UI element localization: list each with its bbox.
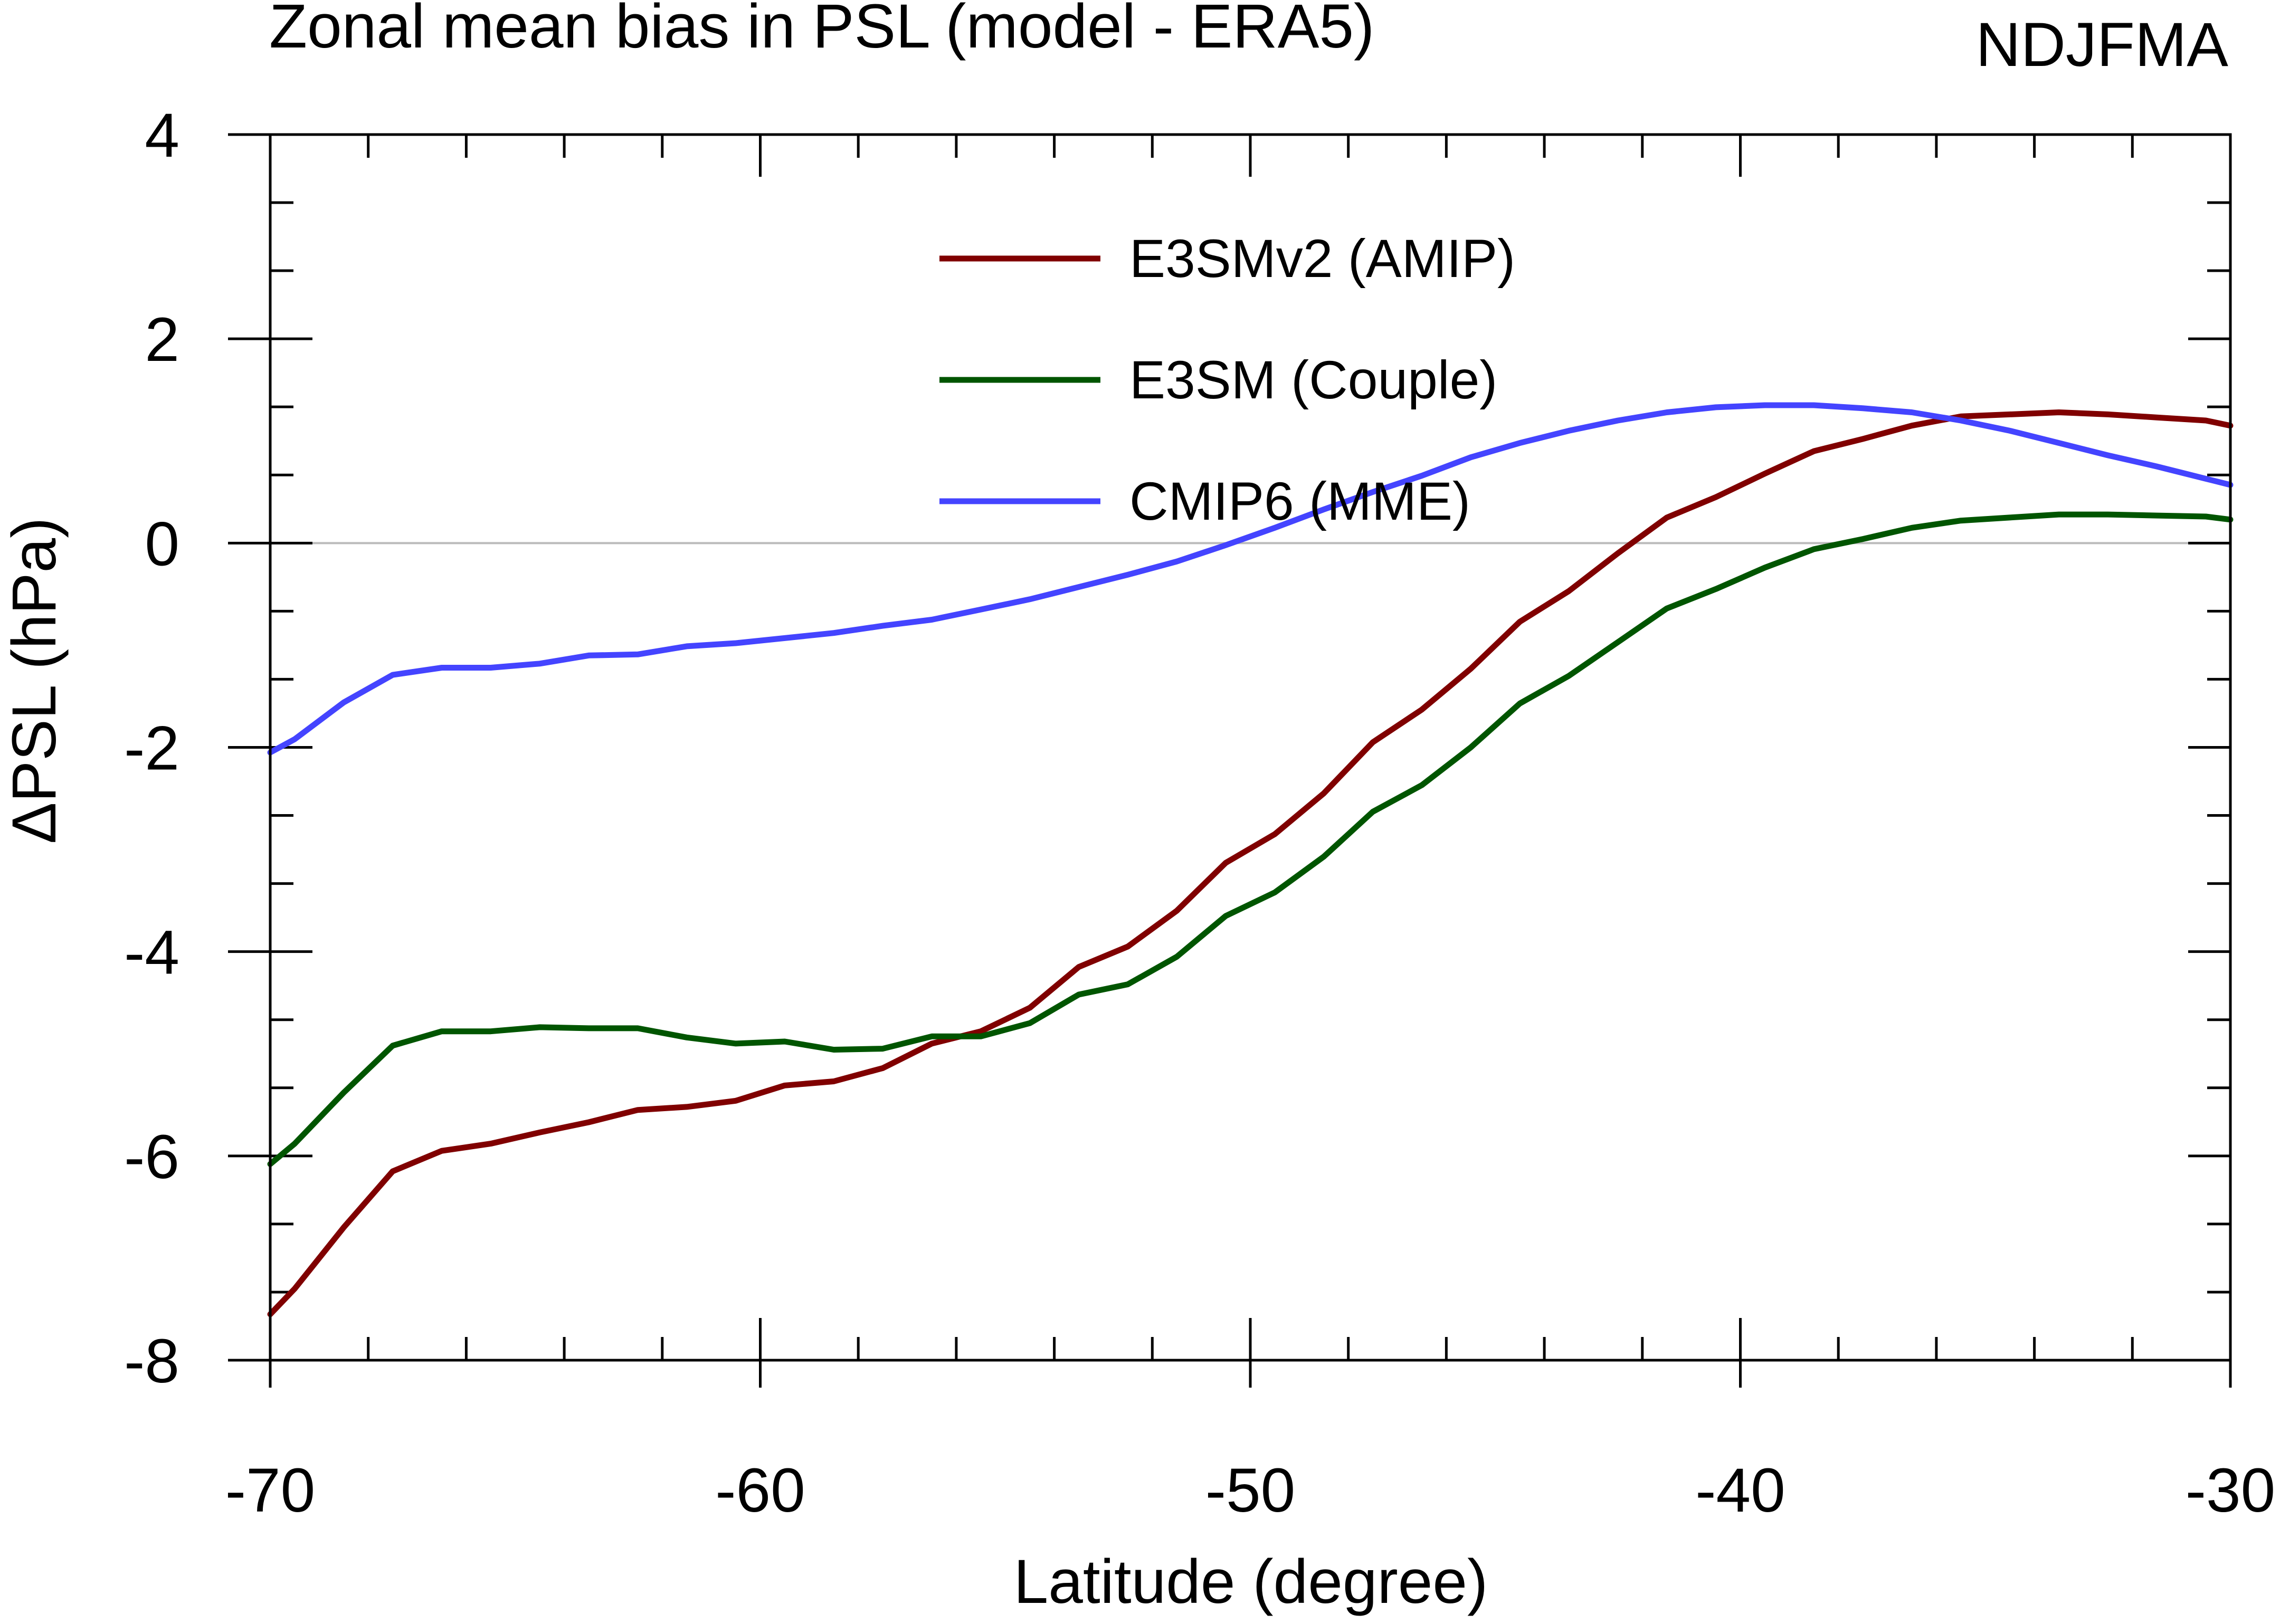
x-tick-label: -70 <box>225 1456 316 1525</box>
series-line-cmip6-mme <box>267 402 2234 756</box>
minor-ticks <box>270 135 2230 1360</box>
y-tick-label: -2 <box>124 714 179 784</box>
x-tick-label: -50 <box>1205 1456 1296 1525</box>
y-tick-label: -8 <box>124 1326 179 1396</box>
x-tick-label: -30 <box>2186 1456 2276 1525</box>
chart-title: Zonal mean bias in PSL (model - ERA5) <box>269 0 1374 61</box>
major-ticks <box>228 133 2232 1388</box>
legend-label: E3SMv2 (AMIP) <box>1129 228 1515 289</box>
series-lines <box>267 402 2234 1317</box>
x-tick-labels: -70 -60 -50 -40 -30 <box>225 1456 2276 1525</box>
y-tick-label: -6 <box>124 1122 179 1192</box>
y-tick-label: 4 <box>145 101 179 170</box>
x-tick-label: -60 <box>715 1456 805 1525</box>
plot-area <box>228 133 2234 1388</box>
y-axis-label: ΔPSL (hPa) <box>0 518 69 844</box>
y-tick-labels: -8 -6 -4 -2 0 2 4 <box>124 101 179 1396</box>
x-axis-label: Latitude (degree) <box>1014 1547 1488 1617</box>
legend: E3SMv2 (AMIP) E3SM (Couple) CMIP6 (MME) <box>939 228 1515 531</box>
y-tick-label: 0 <box>145 509 179 579</box>
series-line-e3sm-couple <box>267 511 2234 1167</box>
legend-label: CMIP6 (MME) <box>1129 471 1470 531</box>
x-tick-label: -40 <box>1695 1456 1785 1525</box>
legend-label: E3SM (Couple) <box>1129 350 1497 410</box>
season-label: NDJFMA <box>1975 10 2228 80</box>
y-tick-label: 2 <box>145 305 179 375</box>
y-tick-label: -4 <box>124 918 179 988</box>
series-line-e3smv2-amip <box>267 409 2234 1317</box>
plot-frame <box>269 133 2232 1362</box>
